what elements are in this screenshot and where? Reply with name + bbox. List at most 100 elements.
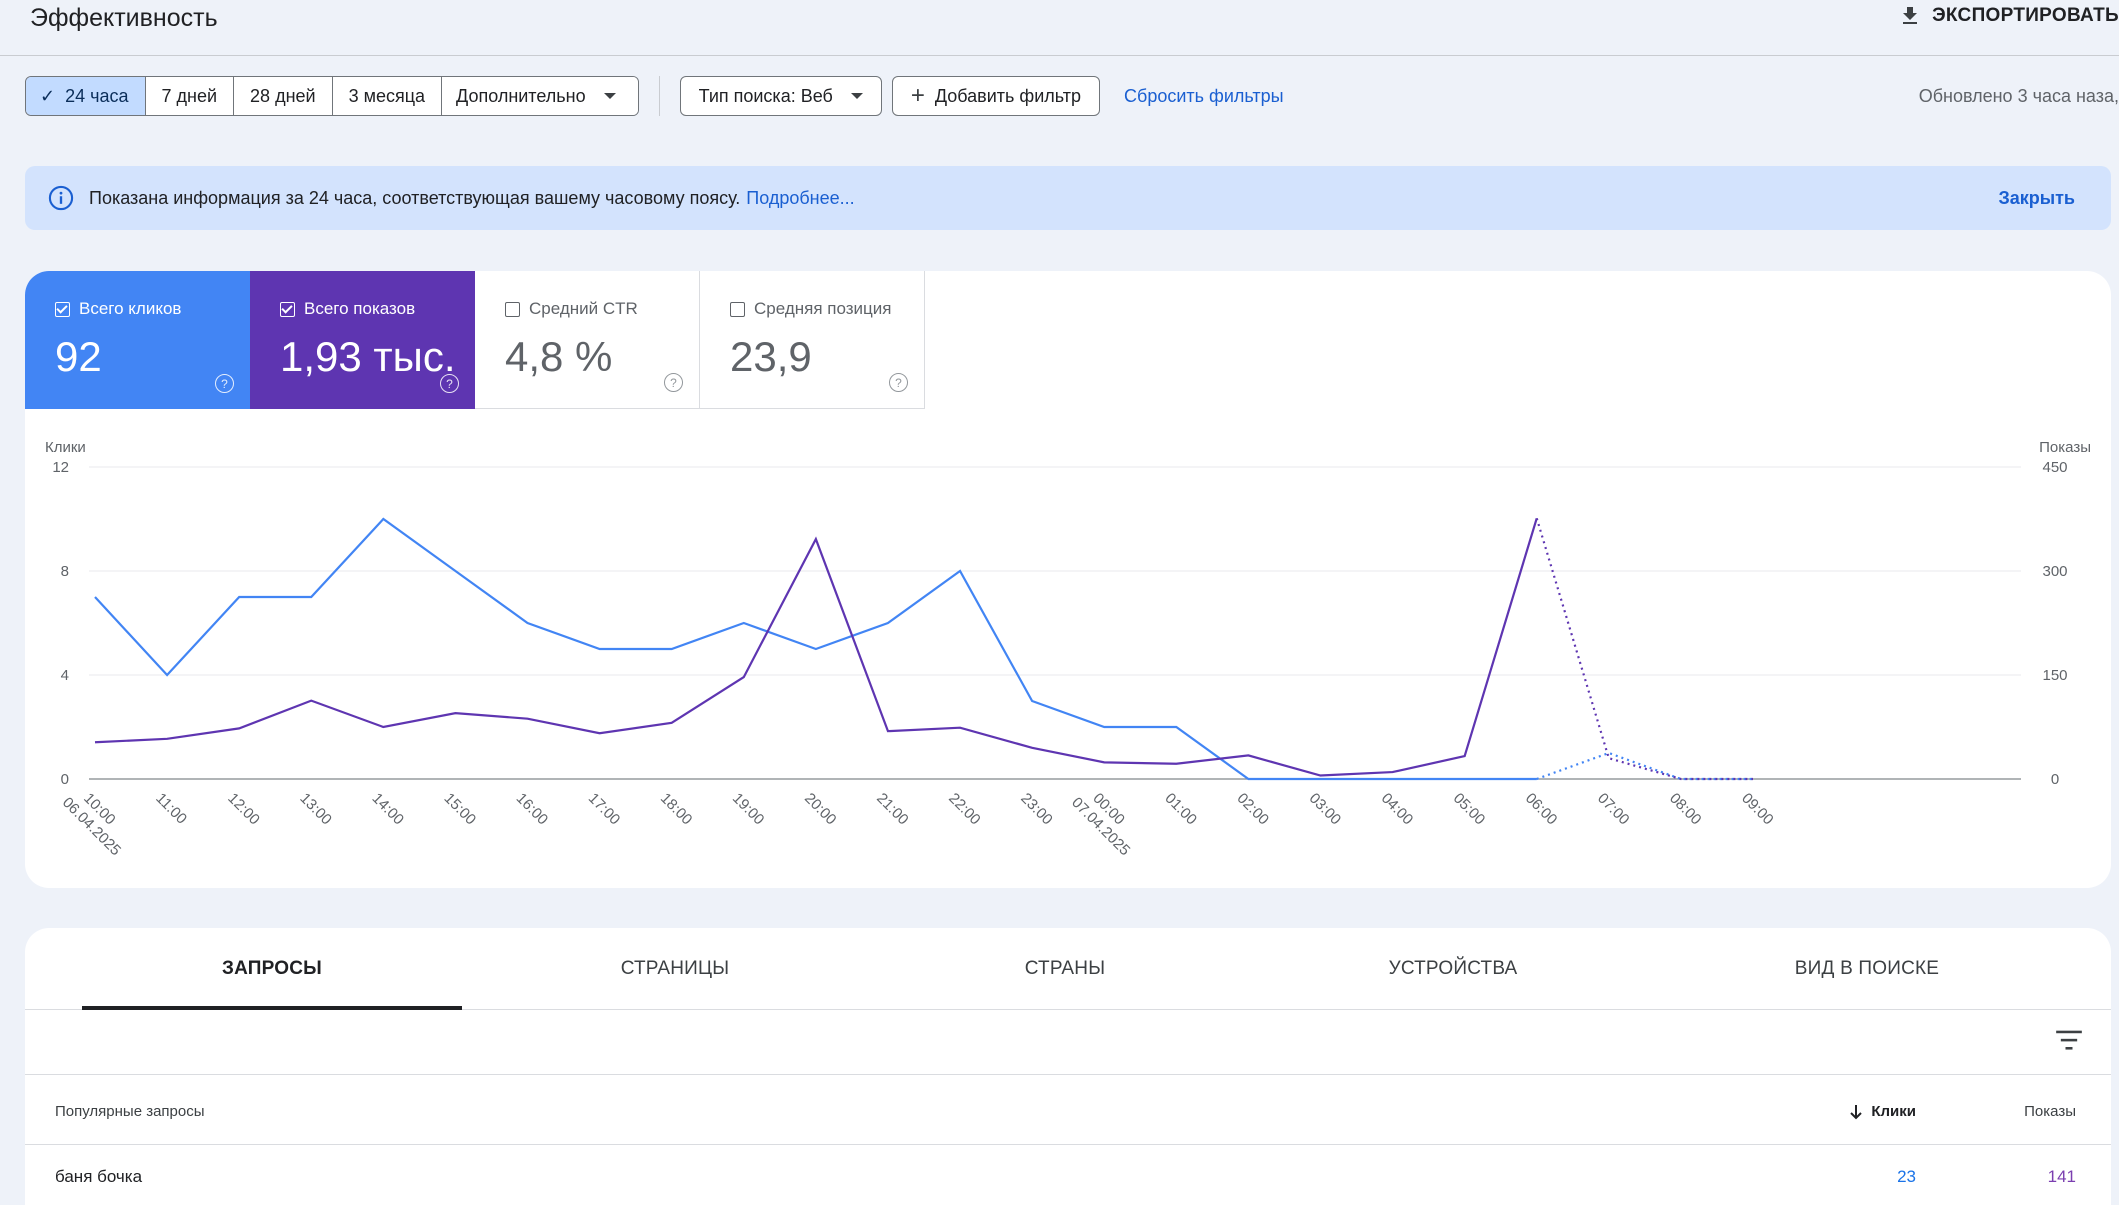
impressions-cell: 141 (2047, 1167, 2076, 1186)
column-header-clicks[interactable]: Клики (1849, 1103, 1916, 1120)
metric-total-clicks[interactable]: Всего кликов 92 ? (25, 271, 250, 409)
metric-value: 1,93 тыс. (280, 333, 456, 380)
learn-more-link[interactable]: Подробнее... (746, 187, 855, 208)
range-label: 28 дней (250, 85, 316, 106)
column-header-impressions[interactable]: Показы (2024, 1103, 2076, 1120)
checkbox-icon (730, 301, 745, 317)
y-right-tick-label: 450 (2042, 459, 2067, 476)
x-tick-label: 07:00 (1594, 790, 1633, 829)
divider (658, 76, 660, 116)
x-tick-label: 17:00 (585, 790, 624, 829)
metric-label: Средний CTR (529, 299, 638, 318)
x-tick-label: 08:00 (1666, 790, 1705, 829)
metric-label: Всего кликов (79, 299, 182, 318)
metric-avg-position[interactable]: Средняя позиция 23,9 ? (700, 271, 925, 409)
active-tab-indicator (82, 1006, 462, 1010)
dimension-tabs: ЗАПРОСЫ СТРАНИЦЫ СТРАНЫ УСТРОЙСТВА ВИД В… (25, 928, 2111, 1010)
reset-filters-link[interactable]: Сбросить фильтры (1124, 85, 1284, 106)
clicks-series-partial-line (1536, 751, 1753, 781)
y-left-tick-label: 0 (61, 771, 69, 788)
check-icon: ✓ (40, 85, 56, 106)
y-left-tick-label: 12 (52, 459, 69, 476)
filter-icon[interactable] (2055, 1028, 2083, 1052)
help-icon[interactable]: ? (215, 374, 234, 393)
export-button[interactable]: ЭКСПОРТИРОВАТЬ (1898, 4, 2119, 28)
range-more-dropdown[interactable]: Дополнительно (442, 77, 638, 115)
x-tick-label: 18:00 (657, 790, 696, 829)
info-banner: Показана информация за 24 часа, соответс… (25, 166, 2111, 230)
filter-bar: ✓ 24 часа 7 дней 28 дней 3 месяца Дополн… (25, 76, 1284, 116)
x-tick-label: 15:00 (441, 790, 480, 829)
performance-line-chart[interactable]: Клики Показы 0 0 4 150 8 300 12 450 10:0006.04.202… (25, 421, 2111, 881)
banner-message: Показана информация за 24 часа, соответс… (89, 187, 741, 208)
tab-countries[interactable]: СТРАНЫ (1024, 958, 1106, 979)
x-tick-label: 03:00 (1306, 790, 1345, 829)
range-label: 24 часа (65, 85, 129, 106)
x-tick-label: 09:00 (1738, 790, 1777, 829)
updated-status: Обновлено 3 часа наза, (1918, 86, 2119, 106)
caret-down-icon (850, 93, 863, 99)
help-icon[interactable]: ? (664, 373, 683, 392)
search-type-label: Тип поиска: Веб (698, 85, 833, 106)
checkbox-icon (55, 301, 70, 317)
column-header-queries[interactable]: Популярные запросы (55, 1103, 205, 1120)
x-tick-label: 00:0007.04.2025 (1068, 781, 1146, 859)
details-table-card: ЗАПРОСЫ СТРАНИЦЫ СТРАНЫ УСТРОЙСТВА ВИД В… (25, 928, 2111, 1205)
search-type-dropdown[interactable]: Тип поиска: Веб (679, 76, 882, 116)
range-3m-button[interactable]: 3 месяца (332, 77, 443, 115)
help-icon[interactable]: ? (889, 373, 908, 392)
x-tick-label: 01:00 (1161, 790, 1200, 829)
metric-value: 4,8 % (505, 333, 613, 380)
plus-icon: + (910, 82, 925, 109)
x-tick-label: 20:00 (801, 790, 840, 829)
add-filter-button[interactable]: + Добавить фильтр (891, 76, 1101, 116)
date-range-selector: ✓ 24 часа 7 дней 28 дней 3 месяца Дополн… (25, 76, 639, 116)
metric-tiles: Всего кликов 92 ? Всего показов 1,93 тыс… (25, 271, 925, 409)
x-tick-label: 11:00 (152, 790, 190, 828)
tab-pages[interactable]: СТРАНИЦЫ (620, 958, 730, 979)
x-tick-label: 05:00 (1450, 790, 1489, 829)
caret-down-icon (603, 93, 616, 99)
download-icon (1903, 7, 1918, 24)
arrow-down-icon (1850, 1104, 1863, 1119)
range-28d-button[interactable]: 28 дней (234, 77, 333, 115)
export-label: ЭКСПОРТИРОВАТЬ (1932, 5, 2119, 26)
x-tick-label: 06:00 (1522, 790, 1561, 829)
tab-queries[interactable]: ЗАПРОСЫ (222, 958, 322, 979)
y-left-tick-label: 8 (61, 563, 69, 580)
x-tick-label: 02:00 (1234, 790, 1273, 829)
metric-avg-ctr[interactable]: Средний CTR 4,8 % ? (475, 271, 700, 409)
x-tick-label: 22:00 (945, 790, 984, 829)
range-24h-button[interactable]: ✓ 24 часа (26, 77, 146, 115)
tab-devices[interactable]: УСТРОЙСТВА (1388, 958, 1518, 979)
info-icon (48, 185, 74, 211)
y-right-tick-label: 300 (2042, 563, 2067, 580)
range-label: 3 месяца (348, 85, 426, 106)
performance-chart-card: Всего кликов 92 ? Всего показов 1,93 тыс… (25, 271, 2111, 888)
table-row[interactable]: баня бочка 23 141 (25, 1145, 2111, 1205)
checkbox-icon (280, 301, 295, 317)
metric-value: 23,9 (730, 333, 812, 380)
impressions-series-line (94, 517, 1538, 777)
x-tick-label: 14:00 (369, 790, 408, 829)
y-left-tick-label: 4 (61, 667, 69, 684)
page-title: Эффективность (30, 4, 218, 32)
metric-label: Всего показов (304, 299, 416, 318)
y-right-tick-label: 150 (2042, 667, 2067, 684)
query-cell: баня бочка (55, 1167, 143, 1186)
banner-close-button[interactable]: Закрыть (1998, 188, 2075, 208)
metric-total-impressions[interactable]: Всего показов 1,93 тыс. ? (250, 271, 475, 409)
tab-search-appearance[interactable]: ВИД В ПОИСКЕ (1794, 958, 1940, 979)
y-left-axis-title: Клики (45, 439, 86, 456)
table-toolbar (25, 1010, 2111, 1075)
x-tick-label: 21:00 (873, 790, 912, 829)
x-tick-label: 04:00 (1378, 790, 1417, 829)
column-header-label: Клики (1871, 1103, 1916, 1120)
x-tick-label: 12:00 (224, 790, 263, 829)
y-right-tick-label: 0 (2051, 771, 2059, 788)
range-7d-button[interactable]: 7 дней (145, 77, 235, 115)
help-icon[interactable]: ? (440, 374, 459, 393)
clicks-cell: 23 (1897, 1167, 1916, 1186)
range-label: Дополнительно (456, 85, 586, 106)
x-tick-label: 23:00 (1017, 790, 1056, 829)
